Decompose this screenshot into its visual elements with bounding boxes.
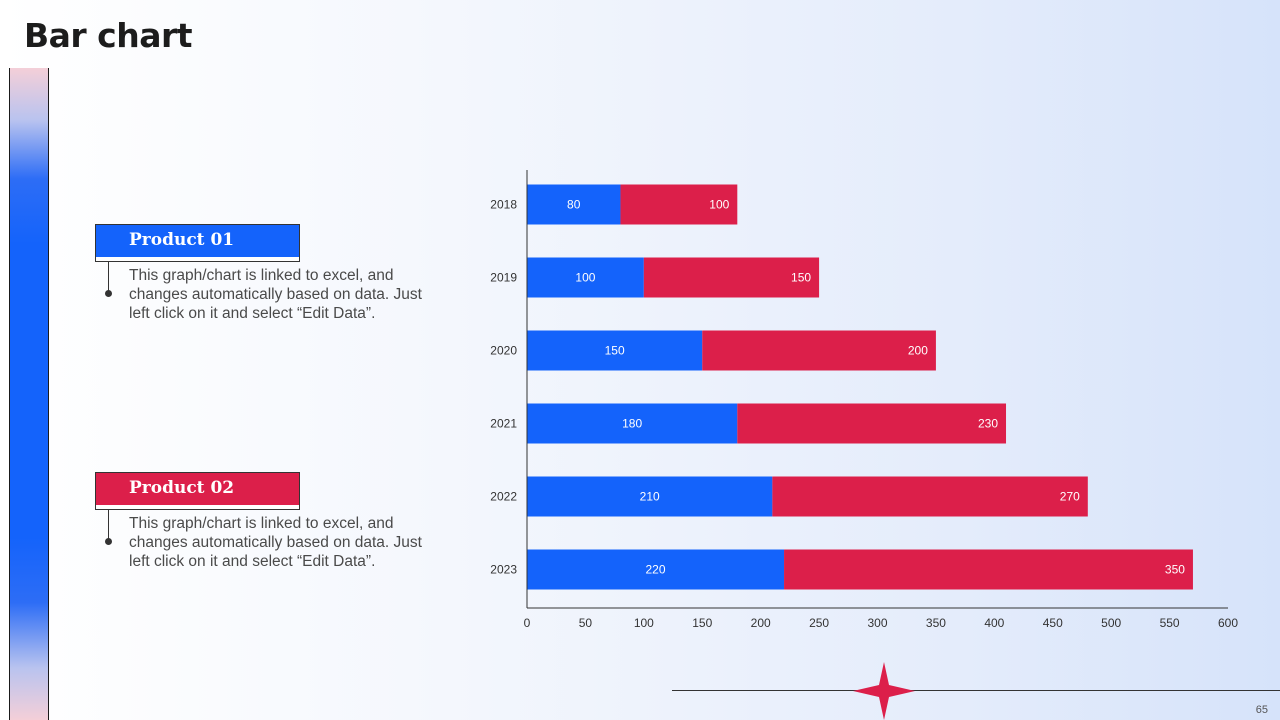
data-label-2019-series-2: 150: [791, 271, 811, 285]
x-tick-label-550: 550: [1160, 616, 1180, 630]
product-02-title: Product 02: [129, 478, 235, 498]
footer-divider: [672, 690, 1280, 691]
data-label-2021-series-1: 180: [622, 417, 642, 431]
bar-2019-series-2: [643, 257, 820, 298]
y-tick-label-2018: 2018: [490, 198, 517, 212]
bar-2021-series-1: [527, 403, 738, 444]
page-number: 65: [1255, 704, 1268, 716]
data-label-2018-series-2: 100: [709, 198, 729, 212]
data-label-2022-series-1: 210: [640, 490, 660, 504]
x-tick-label-250: 250: [809, 616, 829, 630]
data-label-2022-series-2: 270: [1060, 490, 1080, 504]
data-label-2023-series-2: 350: [1165, 563, 1185, 577]
y-tick-label-2019: 2019: [490, 271, 517, 285]
data-label-2020-series-2: 200: [908, 344, 928, 358]
product-01-connector-line: [108, 262, 109, 292]
x-tick-label-200: 200: [751, 616, 771, 630]
product-01-header: Product 01: [95, 224, 300, 262]
bar-2023-series-1: [527, 549, 785, 590]
bar-2020-series-1: [527, 330, 703, 371]
y-tick-label-2020: 2020: [490, 344, 517, 358]
page-title: Bar chart: [24, 16, 193, 55]
bar-2022-series-2: [772, 476, 1088, 517]
y-tick-label-2023: 2023: [490, 563, 517, 577]
four-point-star-icon: [853, 662, 915, 720]
product-02-description: This graph/chart is linked to excel, and…: [129, 515, 422, 570]
product-01-description: This graph/chart is linked to excel, and…: [129, 267, 422, 322]
x-tick-label-450: 450: [1043, 616, 1063, 630]
x-tick-label-100: 100: [634, 616, 654, 630]
product-01-header-band: [96, 225, 299, 257]
bar-2022-series-1: [527, 476, 773, 517]
product-02-bullet-dot: [105, 538, 112, 545]
product-02-header: Product 02: [95, 472, 300, 510]
x-tick-label-350: 350: [926, 616, 946, 630]
product-02-connector-line: [108, 510, 109, 540]
bar-2020-series-2: [702, 330, 936, 371]
side-accent-bar: [9, 68, 49, 720]
bar-2023-series-2: [784, 549, 1193, 590]
product-02-header-band: [96, 473, 299, 505]
bar-2018-series-1: [527, 184, 621, 225]
product-01-title: Product 01: [129, 230, 235, 250]
data-label-2018-series-1: 80: [567, 198, 581, 212]
y-tick-label-2022: 2022: [490, 490, 517, 504]
x-tick-label-500: 500: [1101, 616, 1121, 630]
y-tick-label-2021: 2021: [490, 417, 517, 431]
data-label-2023-series-1: 220: [646, 563, 666, 577]
product-01-block: Product 01 This graph/chart is linked to…: [95, 224, 435, 322]
data-label-2020-series-1: 150: [605, 344, 625, 358]
x-tick-label-50: 50: [579, 616, 593, 630]
bar-2019-series-1: [527, 257, 644, 298]
data-label-2021-series-2: 230: [978, 417, 998, 431]
x-tick-label-0: 0: [524, 616, 531, 630]
product-01-bullet-dot: [105, 290, 112, 297]
data-label-2019-series-1: 100: [575, 271, 595, 285]
bar-2018-series-2: [620, 184, 738, 225]
x-tick-label-600: 600: [1218, 616, 1238, 630]
x-tick-label-300: 300: [867, 616, 887, 630]
x-tick-label-400: 400: [984, 616, 1004, 630]
x-tick-label-150: 150: [692, 616, 712, 630]
product-02-block: Product 02 This graph/chart is linked to…: [95, 472, 435, 570]
bar-2021-series-2: [737, 403, 1007, 444]
